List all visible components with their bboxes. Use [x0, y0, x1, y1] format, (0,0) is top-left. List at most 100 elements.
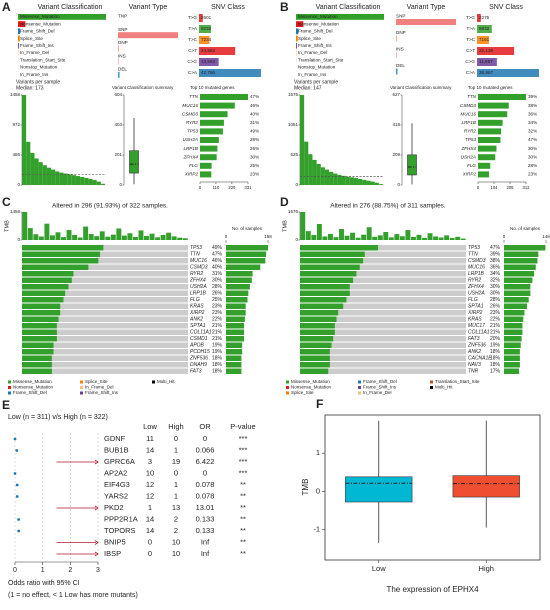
gene-label: USH2A: [468, 291, 485, 297]
column-header: Low: [143, 422, 157, 431]
gene-label: XIRP2: [462, 172, 477, 177]
mutated-block: [22, 368, 52, 374]
mutated-block: [300, 245, 379, 251]
legend-label: Splice_Site: [291, 390, 314, 395]
mutated-block: [300, 329, 335, 335]
tmb-bar: [88, 234, 94, 240]
sample-bar: [226, 310, 246, 316]
subchart-title: Variant Classification summary: [390, 85, 452, 90]
sample-bar: [504, 310, 525, 316]
bar: [88, 178, 93, 185]
percent-label: 30%: [250, 154, 259, 159]
tmb-bar: [182, 238, 188, 240]
y-tick-label: 1576: [288, 209, 299, 214]
table-cell: 0: [203, 468, 207, 477]
percent-label: 22%: [212, 317, 223, 323]
tmb-bar: [449, 238, 455, 240]
category-label: C>A: [188, 70, 198, 75]
y-tick-label: 201: [114, 152, 122, 157]
sample-bar: [504, 245, 546, 251]
mutated-block: [300, 368, 329, 374]
gene-label: TP53: [468, 245, 480, 251]
percent-label: 47%: [528, 137, 537, 142]
gene-label: DNAH9: [190, 362, 207, 368]
percent-label: 40%: [212, 265, 223, 271]
matrix-row: [300, 349, 466, 355]
legend-label: Frame_Shift_Ins: [363, 385, 397, 390]
percent-label: 18%: [490, 362, 501, 368]
gene-label: IBSP: [104, 549, 121, 558]
oncoplot-title: Altered in 276 (88.75%) of 311 samples.: [330, 203, 446, 210]
odds-ratio-point: [15, 495, 19, 498]
table-cell: **: [240, 537, 246, 546]
sample-bar: [226, 342, 243, 348]
percent-label: 32%: [490, 278, 501, 284]
gene-label: FLG: [467, 163, 476, 168]
legend-label: Multi_Hit: [435, 385, 453, 390]
legend-label: Multi_Hit: [157, 379, 175, 384]
panel-label: E: [2, 398, 10, 412]
mutated-block: [300, 323, 335, 329]
category-label: C>G: [187, 59, 197, 64]
bar: [478, 119, 503, 126]
table-cell: **: [240, 526, 246, 535]
sample-bar: [226, 329, 245, 335]
tmb-bar: [460, 238, 466, 240]
legend-label: Nonsense_Mutation: [291, 385, 332, 390]
gene-label: ZFHX4: [182, 154, 198, 159]
x-tick-label: 0: [477, 185, 480, 190]
gene-label: PCDH15: [190, 349, 210, 355]
gene-label: RYR2: [190, 271, 203, 277]
legend-label: Nonsense_Mutation: [13, 385, 54, 390]
tmb-bar: [339, 228, 344, 240]
gene-label: XIRP2: [467, 310, 483, 316]
matrix-row: [300, 303, 466, 309]
table-cell: 10: [172, 549, 180, 558]
bar: [200, 154, 217, 161]
legend-swatch: [8, 386, 11, 389]
table-cell: 2: [174, 514, 178, 523]
y-tick-label: 1051: [288, 122, 299, 127]
matrix-row: [300, 245, 466, 251]
matrix-row: [300, 342, 466, 348]
tmb-bar: [105, 236, 111, 240]
x-tick-label: High: [479, 564, 494, 573]
percent-label: 36%: [528, 111, 537, 116]
tmb-bar: [366, 227, 372, 240]
gene-label: EIF4G3: [104, 480, 130, 489]
tmb-bar: [132, 236, 138, 240]
y-tick-label: 0: [119, 182, 122, 187]
mutated-block: [300, 258, 364, 264]
bar: [477, 47, 515, 55]
table-cell: Inf: [201, 549, 210, 558]
bar: [18, 42, 19, 49]
gene-label: LRP1B: [190, 291, 207, 297]
bar: [200, 137, 219, 143]
legend-swatch: [152, 380, 155, 384]
category-label: T>G: [466, 15, 475, 20]
category-label: Frame_Shift_Del: [298, 29, 332, 34]
odds-ratio-point: [15, 449, 19, 452]
tmb-bar: [350, 232, 356, 240]
y-tick-label: 1458: [10, 209, 21, 214]
tmb-bar: [77, 237, 83, 240]
table-cell: ***: [239, 445, 248, 454]
bar: [296, 35, 298, 42]
gene-label: LRP1B: [468, 271, 485, 277]
gene-label: LRP1B: [183, 146, 198, 151]
x-tick-label: 148: [542, 234, 550, 239]
column-header: High: [168, 422, 183, 431]
percent-label: 49%: [250, 129, 259, 134]
bar: [478, 162, 491, 169]
x-tick-label: 331: [245, 185, 253, 190]
bar: [477, 36, 490, 44]
tmb-bar: [44, 223, 50, 240]
bar: [18, 14, 106, 20]
gene-label: USH2A: [190, 284, 207, 290]
category-label: SNP: [118, 27, 127, 32]
value-label: 2275: [479, 15, 490, 20]
mutated-block: [22, 323, 57, 329]
legend-swatch: [80, 380, 83, 384]
mutated-block: [300, 355, 330, 361]
column-header: P-value: [230, 422, 255, 431]
